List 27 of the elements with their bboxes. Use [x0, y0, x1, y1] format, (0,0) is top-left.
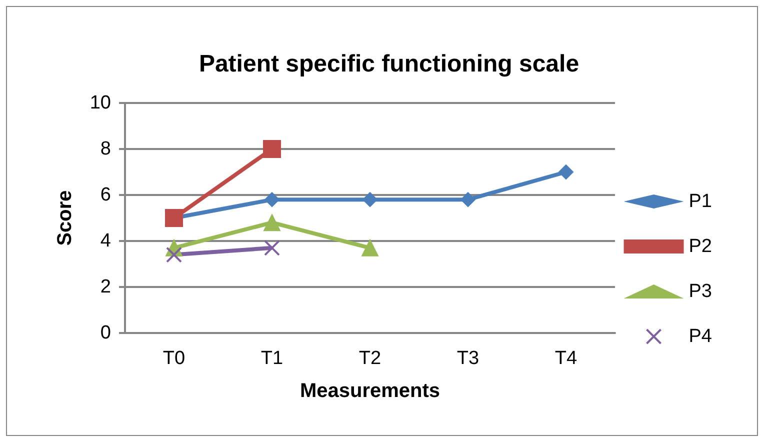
point — [460, 192, 476, 208]
y-tick-label: 8 — [100, 138, 111, 160]
y-tick-label: 6 — [100, 184, 111, 206]
x-tick-label: T3 — [456, 348, 480, 369]
point — [264, 240, 280, 256]
legend-label: P1 — [688, 191, 712, 212]
y-axis-title: Score — [54, 190, 76, 246]
y-tick-label: 0 — [100, 322, 111, 344]
x-tick-label: T4 — [554, 348, 578, 369]
point — [166, 246, 182, 263]
point — [264, 214, 280, 232]
point — [263, 140, 281, 158]
legend-label: P3 — [688, 281, 712, 302]
point — [362, 192, 378, 208]
x-tick-label: T1 — [260, 348, 284, 369]
x-axis-title: Measurements — [300, 380, 440, 402]
y-tick-label: 4 — [100, 230, 112, 252]
point — [264, 192, 280, 208]
legend-label: P4 — [688, 326, 712, 347]
legend-label: P2 — [688, 236, 712, 257]
y-tick-label: 2 — [100, 276, 111, 298]
point — [362, 239, 378, 256]
x-tick-label: T0 — [162, 348, 186, 369]
point — [558, 164, 574, 180]
y-tick-label: 10 — [90, 92, 111, 114]
x-tick-label: T2 — [358, 348, 382, 369]
chart-title: Patient specific functioning scale — [198, 50, 580, 78]
